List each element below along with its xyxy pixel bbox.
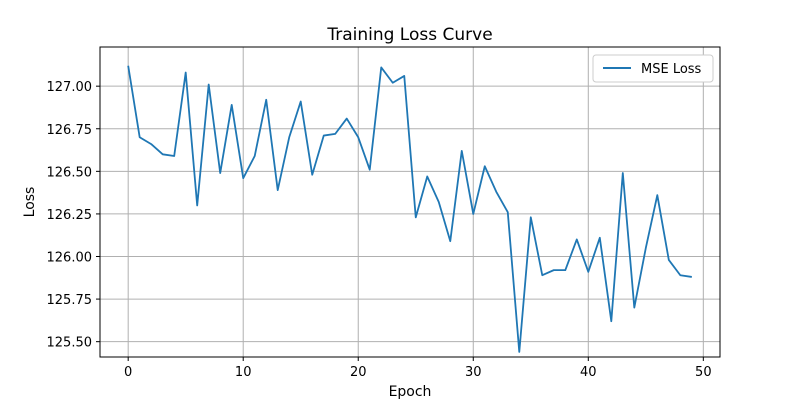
data-point (392, 82, 394, 84)
data-point (380, 66, 382, 68)
data-point (127, 65, 129, 67)
data-point (587, 271, 589, 273)
data-point (265, 99, 267, 101)
y-tick-label: 125.50 (47, 336, 93, 351)
data-point (300, 101, 302, 103)
data-point (472, 213, 474, 215)
data-point (162, 153, 164, 155)
y-tick-label: 125.75 (47, 293, 93, 308)
data-point (564, 269, 566, 271)
data-point (196, 204, 198, 206)
data-point (357, 136, 359, 138)
data-point (668, 259, 670, 261)
x-tick-label: 50 (695, 365, 712, 380)
data-point (484, 165, 486, 167)
plot-area (100, 47, 720, 357)
data-point (323, 135, 325, 137)
data-point (553, 269, 555, 271)
data-point (311, 174, 313, 176)
series-layer (127, 65, 693, 353)
data-point (622, 172, 624, 174)
data-point (150, 143, 152, 145)
chart-title: Training Loss Curve (326, 25, 492, 45)
data-point (530, 216, 532, 218)
y-axis-title: Loss (22, 187, 38, 218)
data-point (288, 136, 290, 138)
data-point (334, 133, 336, 135)
data-point (139, 136, 141, 138)
data-point (610, 320, 612, 322)
x-axis-title: Epoch (389, 384, 432, 400)
data-point (426, 175, 428, 177)
axis-ticks: 0 10 20 30 40 50 125.50 125.75 126.00 126.25 126.5… (47, 80, 712, 380)
series-line (127, 65, 692, 353)
x-tick-label: 40 (580, 365, 597, 380)
data-point (449, 240, 451, 242)
data-point (656, 194, 658, 196)
x-tick-label: 0 (124, 365, 132, 380)
data-point (254, 155, 256, 157)
data-point (369, 169, 371, 171)
grid-lines (100, 47, 720, 357)
legend-box (592, 54, 714, 83)
data-point (231, 104, 233, 106)
data-point (599, 237, 601, 239)
data-point (242, 177, 244, 179)
data-point (461, 150, 463, 152)
legend: MSE Loss (592, 54, 714, 83)
data-point (277, 189, 279, 191)
data-point (403, 75, 405, 77)
data-point (185, 72, 187, 74)
x-tick-label: 10 (235, 365, 252, 380)
data-point (495, 191, 497, 193)
data-point (576, 238, 578, 240)
y-tick-label: 126.50 (47, 165, 93, 180)
x-tick-label: 20 (350, 365, 367, 380)
data-point (691, 276, 693, 278)
data-point (541, 274, 543, 276)
plot-frame (99, 46, 721, 358)
data-point (438, 201, 440, 203)
data-point (346, 118, 348, 120)
y-tick-label: 126.00 (47, 251, 93, 266)
legend-label: MSE Loss (641, 62, 702, 77)
data-point (173, 155, 175, 157)
y-tick-label: 126.75 (47, 123, 93, 138)
data-point (518, 351, 520, 353)
y-tick-label: 127.00 (47, 80, 93, 95)
data-point (415, 216, 417, 218)
x-tick-label: 30 (465, 365, 482, 380)
data-point (208, 83, 210, 85)
y-tick-label: 126.25 (47, 208, 93, 223)
data-point (679, 274, 681, 276)
data-point (507, 211, 509, 213)
data-point (645, 247, 647, 249)
data-point (633, 307, 635, 309)
data-point (219, 172, 221, 174)
